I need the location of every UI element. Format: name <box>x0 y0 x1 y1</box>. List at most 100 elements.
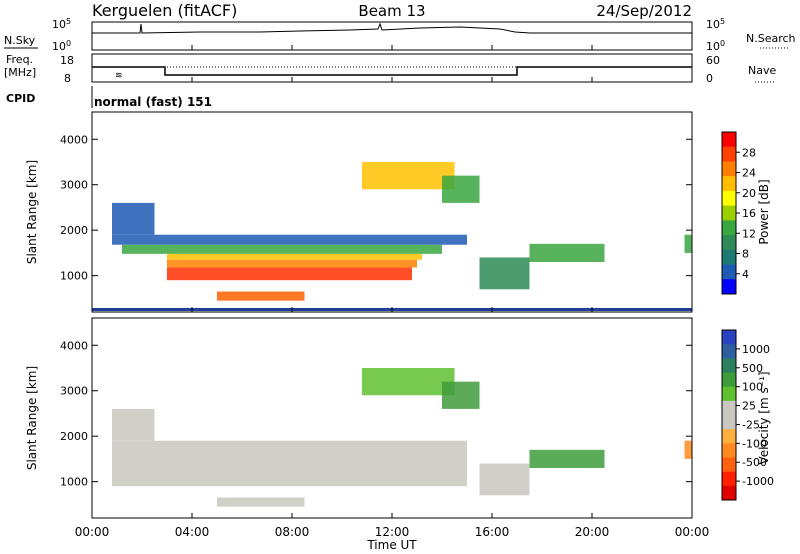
velocity-colorbar-swatch <box>722 429 736 444</box>
velocity-colorbar-swatch <box>722 443 736 458</box>
velocity-heatmap <box>112 368 692 507</box>
velocity-echo-region <box>362 368 455 396</box>
freq-glitch-marker: ≋ <box>115 71 123 81</box>
nsky-label: N.Sky <box>4 34 36 47</box>
velocity-colorbar-tick-label: 1000 <box>742 343 770 356</box>
time-axis: 00:00 04:00 08:00 12:00 16:00 20:00 00:00 <box>75 45 710 539</box>
x-tick-label: 12:00 <box>375 525 410 539</box>
velocity-colorbar-swatch <box>722 344 736 359</box>
power-ylabel: Slant Range [km] <box>25 160 39 264</box>
power-colorbar-swatch <box>722 161 736 177</box>
velocity-colorbar-swatch <box>722 330 736 345</box>
power-colorbar-swatch <box>722 279 736 295</box>
velocity-colorbar-tick-label: -100 <box>742 437 767 450</box>
power-colorbar-swatch <box>722 132 736 148</box>
power-echo-region <box>167 267 412 281</box>
velocity-colorbar-swatch <box>722 485 736 501</box>
power-y-tick-label: 2000 <box>60 224 88 237</box>
nave-label: Nave <box>748 64 776 77</box>
beam-title: Beam 13 <box>358 2 425 20</box>
power-echo-region <box>122 244 442 254</box>
power-echo-region <box>167 259 417 268</box>
cpid-label: CPID <box>6 92 35 105</box>
power-echo-region <box>529 243 605 262</box>
power-echo-region <box>112 234 467 245</box>
velocity-y-tick-label: 2000 <box>60 430 88 443</box>
power-colorbar-swatch <box>722 146 736 162</box>
power-y-tick-label: 1000 <box>60 270 88 283</box>
power-echo-region <box>167 253 422 260</box>
freq-trace <box>92 66 692 76</box>
x-tick-label: 04:00 <box>175 525 210 539</box>
power-y-tick-label: 4000 <box>60 133 88 146</box>
nsky-left-top-tick: 105 <box>52 17 71 31</box>
nsky-left-bottom-tick: 100 <box>52 39 71 53</box>
power-colorbar-tick-label: 16 <box>742 207 756 220</box>
velocity-ylabel: Slant Range [km] <box>25 366 39 470</box>
freq-left-top-tick: 18 <box>60 54 74 67</box>
x-tick-label: 20:00 <box>575 525 610 539</box>
velocity-y-tick-label: 1000 <box>60 476 88 489</box>
power-colorbar-swatch <box>722 176 736 192</box>
nsky-right-bottom-tick: 100 <box>706 39 725 53</box>
freq-right-top-tick: 60 <box>706 54 720 67</box>
velocity-y-tick-label: 3000 <box>60 385 88 398</box>
x-tick-label: 00:00 <box>675 525 710 539</box>
velocity-colorbar-swatch <box>722 415 736 430</box>
power-colorbar-swatch <box>722 249 736 266</box>
velocity-echo-region <box>684 440 692 459</box>
velocity-colorbar-tick-label: -25 <box>742 418 760 431</box>
velocity-colorbar-swatch <box>722 372 736 388</box>
power-echo-region <box>442 175 480 203</box>
velocity-colorbar-tick-label: -500 <box>742 456 767 469</box>
power-echo-region <box>479 257 530 290</box>
velocity-colorbar-tick-label: 25 <box>742 400 756 413</box>
freq-label-line2: [MHz] <box>4 66 36 79</box>
freq-left-bottom-tick: 8 <box>64 72 71 85</box>
velocity-panel <box>91 317 693 519</box>
velocity-echo-region <box>529 449 605 468</box>
date-title: 24/Sep/2012 <box>596 2 692 20</box>
power-colorbar-swatch <box>722 220 736 236</box>
velocity-colorbar-swatch <box>722 358 736 373</box>
power-heatmap <box>92 162 692 311</box>
power-y-axis: 1000 2000 3000 4000 <box>60 133 692 283</box>
velocity-colorbar-tick-label: -1000 <box>742 475 774 488</box>
velocity-colorbar-tick-label: 100 <box>742 381 763 394</box>
power-colorbar-tick-label: 4 <box>742 268 749 281</box>
velocity-y-axis: 1000 2000 3000 4000 <box>60 339 692 489</box>
power-colorbar-tick-label: 20 <box>742 187 756 200</box>
power-echo-region <box>112 202 155 235</box>
time-axis-label: Time UT <box>366 538 417 552</box>
velocity-colorbar-swatch <box>722 400 736 416</box>
velocity-colorbar-swatch <box>722 471 736 487</box>
nsky-trace <box>92 22 692 34</box>
x-tick-label: 00:00 <box>75 525 110 539</box>
velocity-colorbar-swatch <box>722 386 736 402</box>
power-y-tick-label: 3000 <box>60 179 88 192</box>
power-colorbar-title: Power [dB] <box>757 179 771 244</box>
velocity-echo-region <box>112 440 467 487</box>
velocity-echo-region <box>217 497 305 507</box>
nsearch-label: N.Search <box>746 32 796 45</box>
power-colorbar-tick-label: 24 <box>742 167 756 180</box>
power-echo-region <box>362 162 455 190</box>
power-colorbar-swatch <box>722 205 736 221</box>
power-colorbar-swatch <box>722 190 736 207</box>
power-echo-region <box>684 234 692 253</box>
freq-label-line1: Freq. <box>6 53 33 66</box>
power-colorbar-tick-label: 28 <box>742 146 756 159</box>
power-colorbar-swatch <box>722 264 736 280</box>
power-colorbar-tick-label: 12 <box>742 227 756 240</box>
x-tick-label: 16:00 <box>475 525 510 539</box>
power-colorbar-tick-label: 8 <box>742 248 749 261</box>
power-echo-region <box>217 291 305 301</box>
velocity-y-tick-label: 4000 <box>60 339 88 352</box>
power-colorbar-swatch <box>722 235 736 251</box>
station-title: Kerguelen (fitACF) <box>92 1 237 20</box>
velocity-colorbar: 1000 500 100 25 -25 -100 -500 -1000 <box>721 329 774 501</box>
velocity-colorbar-title: Velocity [m s⁻¹] <box>757 371 771 464</box>
velocity-echo-region <box>442 381 480 409</box>
velocity-colorbar-frame <box>721 329 737 501</box>
